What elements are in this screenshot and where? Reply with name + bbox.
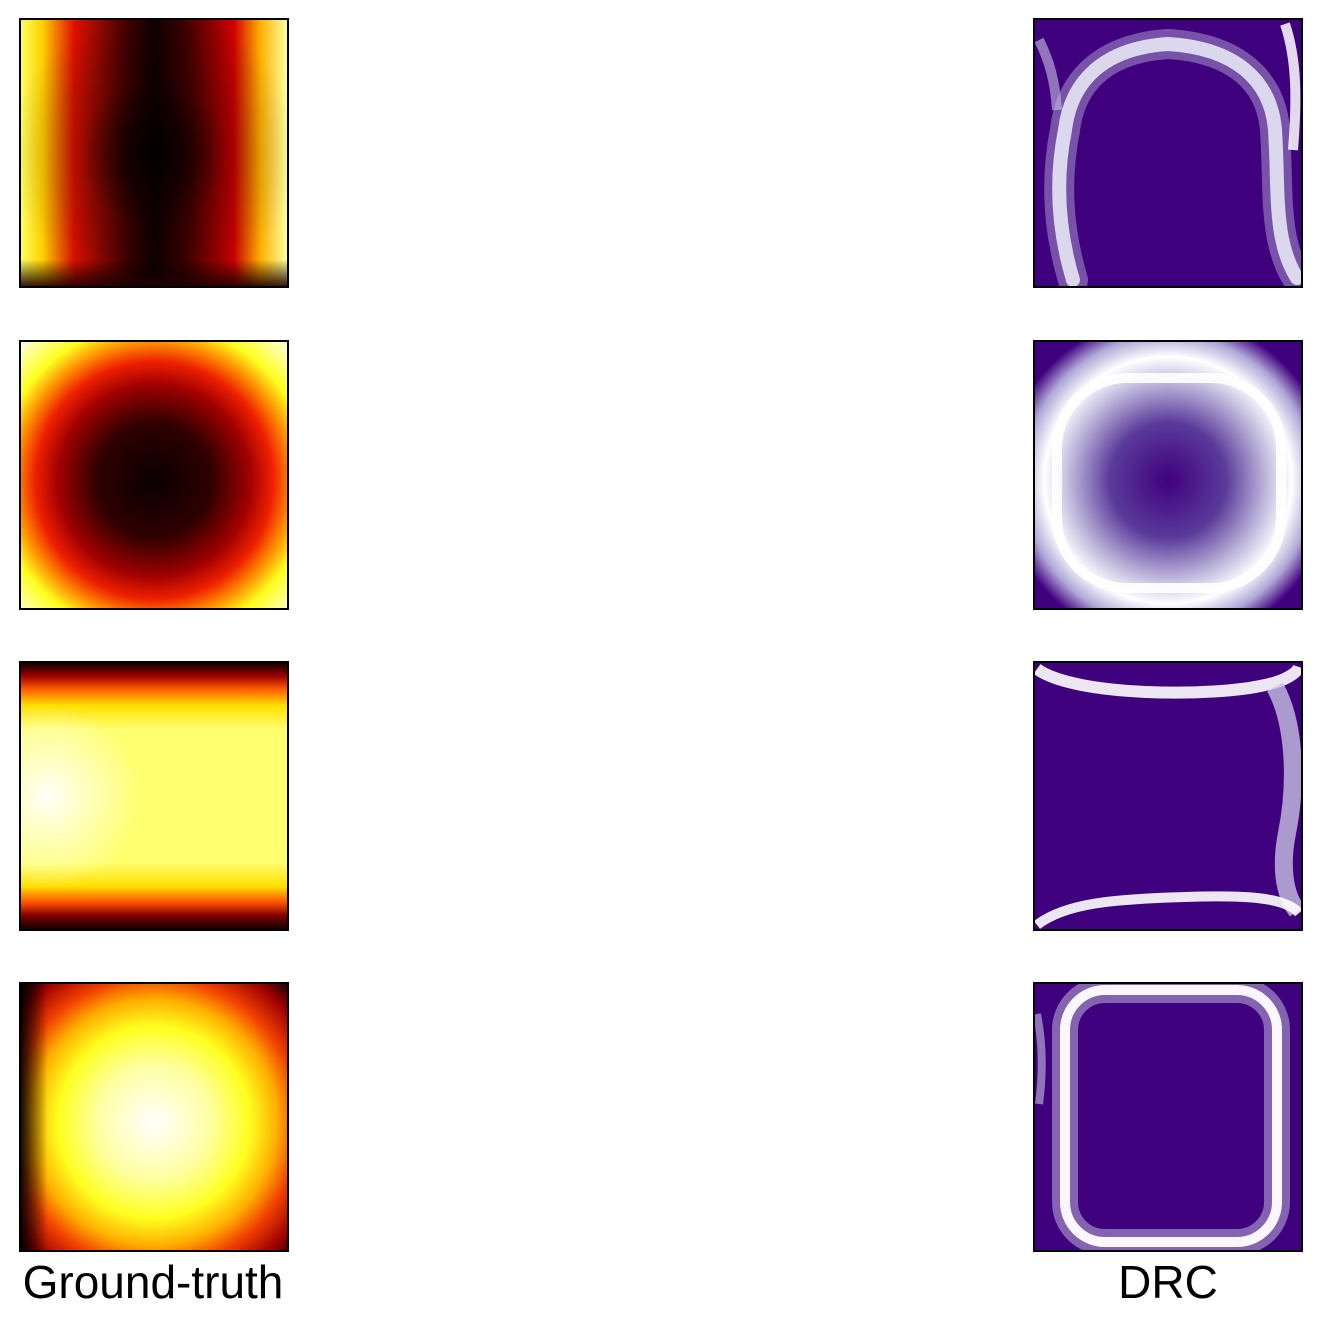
drc-panel-2 [1033,340,1303,610]
ground-truth-heatmap-4 [21,984,287,1250]
drc-heatmap-1 [1035,20,1301,286]
drc-heatmap-2 [1035,342,1301,608]
ground-truth-panel-2 [19,340,289,610]
drc-column-label: DRC [1118,1256,1218,1308]
drc-heatmap-3 [1035,663,1301,929]
ground-truth-heatmap-2 [21,342,287,608]
ground-truth-panel-3 [19,661,289,931]
drc-panel-4 [1033,982,1303,1252]
ground-truth-column-label: Ground-truth [22,1256,284,1308]
ground-truth-panel-4 [19,982,289,1252]
drc-panel-3 [1033,661,1303,931]
ground-truth-heatmap-1 [21,20,287,286]
drc-heatmap-4 [1035,984,1301,1250]
ground-truth-panel-1 [19,18,289,288]
ground-truth-heatmap-3 [21,663,287,929]
drc-panel-1 [1033,18,1303,288]
